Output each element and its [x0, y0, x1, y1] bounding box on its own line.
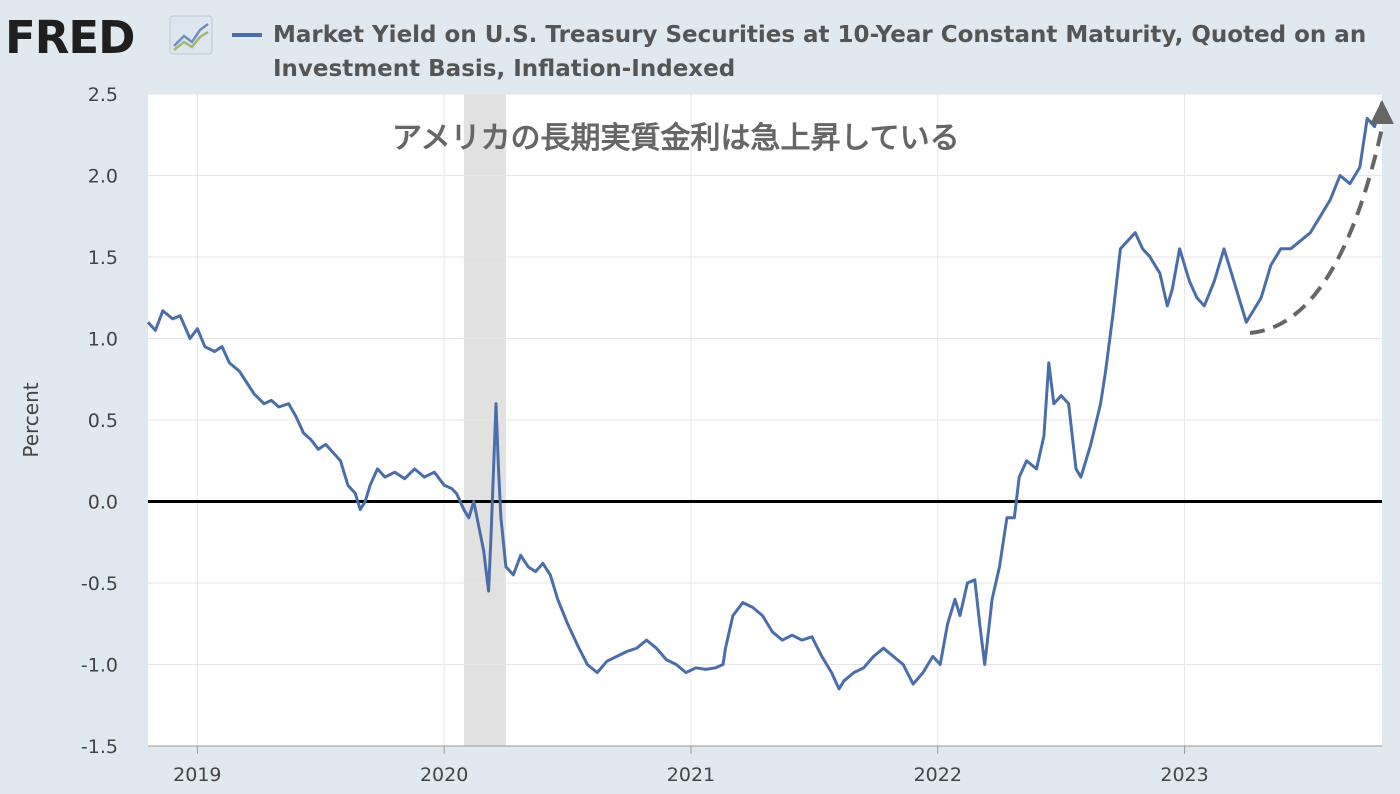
fred-chart-icon — [169, 15, 213, 55]
y-tick-label: 0.0 — [88, 492, 118, 514]
fred-logo[interactable]: FRED — [5, 11, 135, 64]
x-tick-label: 2019 — [173, 764, 221, 786]
y-axis-title: Percent — [19, 382, 43, 457]
y-tick-label: -1.0 — [81, 655, 118, 677]
annotation-text: アメリカの長期実質金利は急上昇している — [392, 121, 960, 156]
chart-title-line-2: Investment Basis, Inflation-Indexed — [273, 56, 735, 82]
y-tick-label: -0.5 — [81, 573, 118, 595]
gridlines — [148, 93, 1382, 747]
arrow-head-icon — [1370, 100, 1394, 124]
y-tick-label: 1.5 — [88, 247, 118, 269]
x-tick-label: 2020 — [420, 764, 468, 786]
y-tick-label: 0.5 — [88, 410, 118, 432]
series-line-tips-yield — [146, 101, 1384, 691]
y-axis: 2.5 2.0 1.5 1.0 0.5 0.0 -0.5 -1.0 -1.5 — [81, 84, 118, 758]
y-tick-label: -1.5 — [81, 736, 118, 758]
x-tick-label: 2023 — [1160, 764, 1208, 786]
chart-title-line-1: Market Yield on U.S. Treasury Securities… — [273, 22, 1366, 48]
y-tick-label: 2.0 — [88, 166, 118, 188]
x-tick-label: 2022 — [914, 764, 962, 786]
y-tick-label: 1.0 — [88, 329, 118, 351]
dashed-trend-arrow — [1249, 127, 1384, 335]
x-axis: 2019 2020 2021 2022 2023 — [148, 745, 1382, 786]
y-tick-label: 2.5 — [88, 84, 118, 106]
x-tick-label: 2021 — [667, 764, 715, 786]
